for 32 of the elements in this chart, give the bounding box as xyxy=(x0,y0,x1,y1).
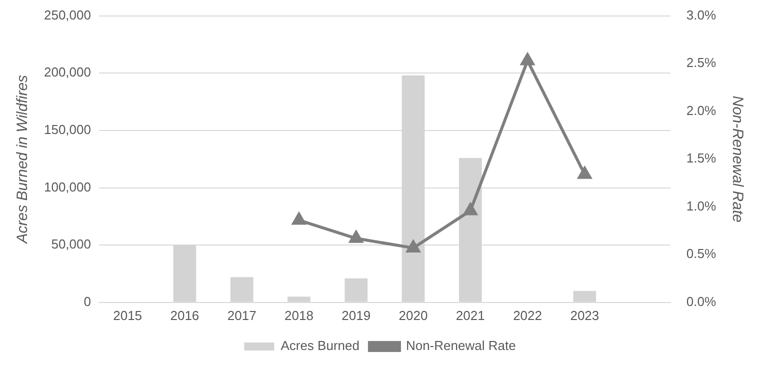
x-tick-label: 2023 xyxy=(570,308,600,323)
x-tick-label: 2019 xyxy=(342,308,371,323)
y2-tick-label: 0.5% xyxy=(686,246,716,262)
y-axis-title: Acres Burned in Wildfires xyxy=(14,74,32,244)
x-tick-label: 2016 xyxy=(170,308,200,323)
x-tick-label: 2022 xyxy=(513,308,542,323)
y2-tick-label: 2.5% xyxy=(686,55,716,70)
point xyxy=(292,212,306,225)
y2-tick-label: 1.0% xyxy=(686,198,716,214)
point xyxy=(520,53,534,66)
y2-tick-label: 3.0% xyxy=(686,7,716,22)
point xyxy=(578,166,592,179)
x-tick-label: 2015 xyxy=(113,308,142,323)
point xyxy=(349,230,363,243)
y2-axis-title: Non-Renewal Rate xyxy=(728,96,746,222)
y2-tick-label: 1.5% xyxy=(686,150,716,166)
y-tick-label: 200,000 xyxy=(44,64,91,80)
point xyxy=(406,240,420,252)
x-tick-label: 2017 xyxy=(227,308,256,323)
legend-label: Non-Renewal Rate xyxy=(406,338,516,354)
x-tick-label: 2021 xyxy=(456,308,485,323)
x-tick-label: 2018 xyxy=(284,308,314,323)
legend-label: Acres Burned xyxy=(280,338,360,354)
y-tick-label: 100,000 xyxy=(44,179,91,194)
y2-tick-label: 0.0% xyxy=(686,294,716,309)
y-tick-label: 150,000 xyxy=(44,122,91,138)
point xyxy=(464,203,478,216)
y-tick-label: 250,000 xyxy=(44,7,91,22)
y-tick-label: 50,000 xyxy=(51,236,91,252)
y-tick-label: 0 xyxy=(84,294,91,309)
x-tick-label: 2020 xyxy=(398,308,428,323)
y2-tick-label: 2.0% xyxy=(686,102,716,118)
